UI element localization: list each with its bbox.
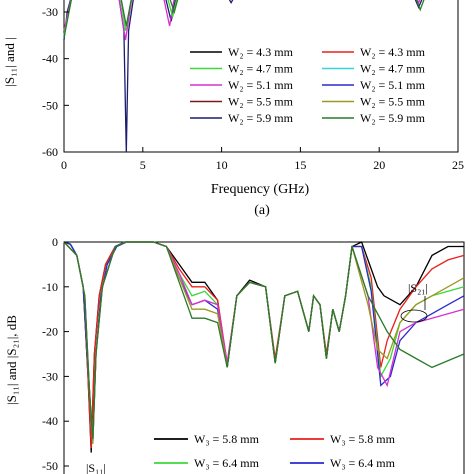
- bottom-plot-frame: [63, 241, 465, 474]
- top-legend-label: W₂ = 5.9 mm: [360, 111, 426, 125]
- caption-a: (a): [254, 203, 270, 218]
- top-x-tick-label: 25: [452, 158, 464, 172]
- bottom-series-line: [63, 241, 465, 444]
- bottom-y-tick-label: 0: [52, 235, 58, 249]
- top-panel: -30 -40 -50 -60 0 5 10 15 20 25 |S₁₁| and | Freq…: [2, 0, 464, 218]
- bottom-series-line: [63, 241, 465, 444]
- top-legend-label: W₂ = 5.1 mm: [228, 78, 294, 92]
- top-legend-label: W₂ = 4.3 mm: [360, 45, 426, 59]
- top-x-tick-label: 15: [294, 158, 306, 172]
- top-series-line: [63, 0, 421, 41]
- top-x-tick-label: 0: [61, 158, 67, 172]
- bottom-series-line: [63, 241, 465, 444]
- top-legend-label: W₂ = 4.3 mm: [228, 45, 294, 59]
- top-y-axis-label: |S₁₁| and |: [2, 37, 17, 86]
- bottom-panel: 0 -10 -20 -30 -40 -50 |S₁₁| and |S₂₁|, dB |S₁…: [4, 235, 465, 474]
- bottom-y-tick-label: -40: [42, 414, 58, 428]
- bottom-y-tick-label: -50: [42, 459, 58, 473]
- bottom-y-tick-label: -30: [42, 369, 58, 383]
- s21-annotation: |S₂₁|: [400, 281, 428, 323]
- s11-annotation: |S₁₁|: [86, 461, 106, 474]
- top-x-tick-label: 5: [140, 158, 146, 172]
- bottom-series-line: [63, 241, 464, 453]
- x-axis-label: Frequency (GHz): [211, 182, 310, 197]
- bottom-legend-label: W₃ = 6.4 mm: [194, 456, 260, 470]
- top-legend: W₂ = 4.3 mm W₂ = 4.3 mm W₂ = 4.7 mm W₂ = 4.…: [190, 45, 426, 125]
- bottom-series-line: [63, 241, 465, 440]
- top-x-tick-label: 10: [216, 158, 228, 172]
- top-y-ticks: -30 -40 -50 -60: [42, 5, 69, 159]
- top-y-tick-label: -60: [42, 145, 58, 159]
- top-x-ticks: 0 5 10 15 20 25: [61, 147, 464, 172]
- bottom-series-line: [63, 241, 465, 440]
- bottom-y-axis-label: |S₁₁| and |S₂₁|, dB: [4, 315, 19, 405]
- bottom-legend: W₃ = 5.8 mm W₃ = 5.8 mm W₃ = 6.4 mm W₃ = 6.…: [154, 432, 396, 470]
- top-x-tick-label: 20: [373, 158, 385, 172]
- top-series-group: [63, 0, 425, 153]
- bottom-legend-label: W₃ = 6.4 mm: [330, 456, 396, 470]
- top-y-tick-label: -50: [42, 98, 58, 112]
- top-y-tick-label: -30: [42, 5, 58, 19]
- top-y-tick-label: -40: [42, 52, 58, 66]
- bottom-y-tick-label: -10: [42, 280, 58, 294]
- bottom-legend-label: W₃ = 5.8 mm: [194, 432, 260, 446]
- top-plot-frame: [63, 0, 459, 153]
- top-legend-label: W₂ = 5.1 mm: [360, 78, 426, 92]
- bottom-y-ticks: 0 -10 -20 -30 -40 -50: [42, 235, 69, 473]
- top-legend-label: W₂ = 5.5 mm: [228, 95, 294, 109]
- s21-ellipse: [400, 309, 428, 323]
- bottom-series-line: [63, 241, 465, 449]
- bottom-series-group: [63, 241, 465, 453]
- top-legend-label: W₂ = 4.7 mm: [228, 62, 294, 76]
- top-series-line: [63, 0, 425, 38]
- top-series-line: [63, 0, 423, 153]
- s21-label: |S₂₁|: [408, 281, 428, 295]
- bottom-legend-label: W₃ = 5.8 mm: [330, 432, 396, 446]
- top-series-line: [63, 0, 178, 36]
- top-legend-label: W₂ = 5.9 mm: [228, 111, 294, 125]
- bottom-y-tick-label: -20: [42, 325, 58, 339]
- top-legend-label: W₂ = 4.7 mm: [360, 62, 426, 76]
- top-legend-label: W₂ = 5.5 mm: [360, 95, 426, 109]
- s11-label: |S₁₁|: [86, 461, 106, 474]
